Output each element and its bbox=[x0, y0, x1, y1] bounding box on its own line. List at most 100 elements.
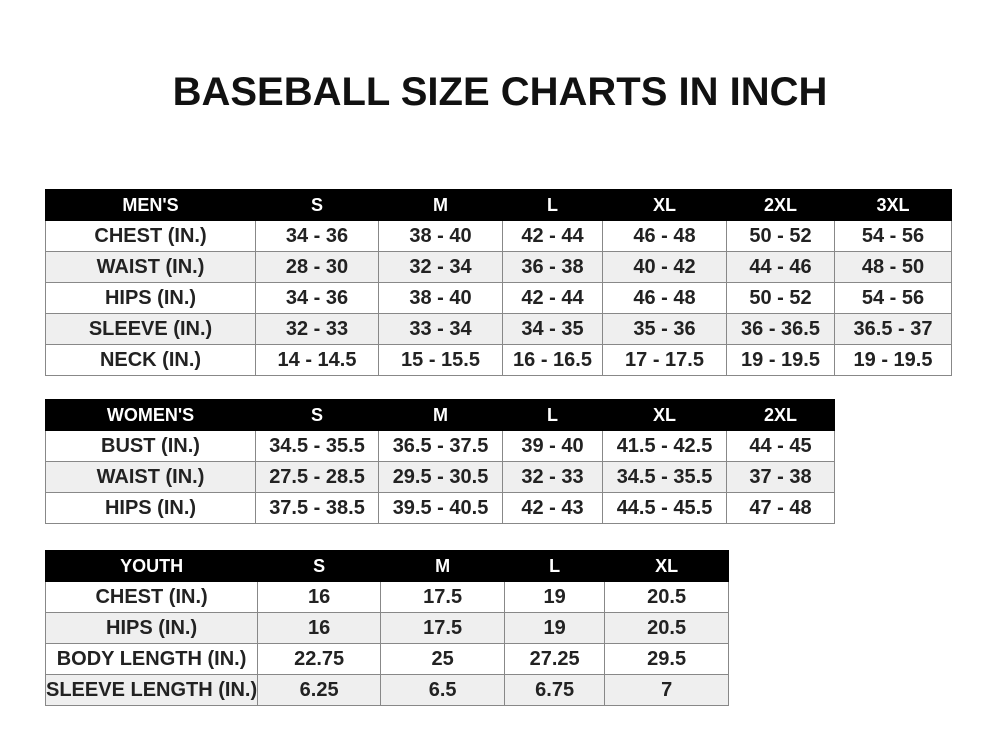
size-header: S bbox=[257, 550, 382, 582]
size-value: 36 - 36.5 bbox=[726, 313, 835, 345]
table-row: WAIST (IN.) 28 - 30 32 - 34 36 - 38 40 - 42 4… bbox=[45, 251, 952, 283]
size-value: 36.5 - 37 bbox=[834, 313, 952, 345]
measurement-label: BODY LENGTH (IN.) bbox=[44, 643, 259, 675]
size-value: 32 - 33 bbox=[502, 461, 603, 493]
size-value: 42 - 44 bbox=[502, 282, 603, 314]
size-value: 46 - 48 bbox=[602, 220, 727, 252]
size-value: 54 - 56 bbox=[834, 220, 952, 252]
size-value: 40 - 42 bbox=[602, 251, 727, 283]
size-value: 34 - 35 bbox=[502, 313, 603, 345]
table-row: HIPS (IN.) 34 - 36 38 - 40 42 - 44 46 - 48 50… bbox=[45, 282, 952, 314]
size-value: 47 - 48 bbox=[726, 492, 835, 524]
table-row: BUST (IN.) 34.5 - 35.5 36.5 - 37.5 39 - 40 4… bbox=[45, 430, 835, 462]
size-value: 16 bbox=[257, 612, 382, 644]
size-value: 27.25 bbox=[504, 643, 606, 675]
table-row: SLEEVE LENGTH (IN.) 6.25 6.5 6.75 7 bbox=[44, 674, 730, 706]
table-row: NECK (IN.) 14 - 14.5 15 - 15.5 16 - 16.5 17 … bbox=[45, 344, 952, 376]
header-row: MEN'S S M L XL 2XL 3XL bbox=[45, 189, 952, 221]
size-header: 2XL bbox=[726, 189, 835, 221]
size-value: 36 - 38 bbox=[502, 251, 603, 283]
measurement-label: HIPS (IN.) bbox=[45, 492, 256, 524]
size-value: 19 - 19.5 bbox=[726, 344, 835, 376]
measurement-label: SLEEVE LENGTH (IN.) bbox=[44, 674, 259, 706]
size-value: 34 - 36 bbox=[255, 282, 379, 314]
size-value: 20.5 bbox=[604, 612, 730, 644]
size-header: S bbox=[255, 189, 379, 221]
table-row: SLEEVE (IN.) 32 - 33 33 - 34 34 - 35 35 - 36… bbox=[45, 313, 952, 345]
measurement-label: SLEEVE (IN.) bbox=[45, 313, 256, 345]
size-value: 48 - 50 bbox=[834, 251, 952, 283]
size-value: 44.5 - 45.5 bbox=[602, 492, 727, 524]
table-row: WAIST (IN.) 27.5 - 28.5 29.5 - 30.5 32 - 33… bbox=[45, 461, 835, 493]
measurement-label: CHEST (IN.) bbox=[45, 220, 256, 252]
size-value: 32 - 33 bbox=[255, 313, 379, 345]
size-value: 35 - 36 bbox=[602, 313, 727, 345]
size-value: 32 - 34 bbox=[378, 251, 503, 283]
table-row: CHEST (IN.) 16 17.5 19 20.5 bbox=[44, 581, 730, 613]
size-value: 6.5 bbox=[380, 674, 506, 706]
size-value: 44 - 45 bbox=[726, 430, 835, 462]
size-header: XL bbox=[602, 399, 727, 431]
size-header: M bbox=[378, 399, 503, 431]
measurement-label: CHEST (IN.) bbox=[44, 581, 259, 613]
mens-size-table: MEN'S S M L XL 2XL 3XL CHEST (IN.) 34 - 36 38 - 4… bbox=[45, 189, 952, 376]
size-value: 34.5 - 35.5 bbox=[255, 430, 379, 462]
table-row: HIPS (IN.) 16 17.5 19 20.5 bbox=[44, 612, 730, 644]
youth-size-table: YOUTH S M L XL CHEST (IN.) 16 17.5 19 20.5 HIPS (I… bbox=[44, 550, 730, 706]
size-value: 19 bbox=[504, 581, 606, 613]
size-value: 16 - 16.5 bbox=[502, 344, 603, 376]
size-value: 50 - 52 bbox=[726, 282, 835, 314]
size-header: 2XL bbox=[726, 399, 835, 431]
size-value: 19 - 19.5 bbox=[834, 344, 952, 376]
size-value: 7 bbox=[604, 674, 730, 706]
womens-size-table: WOMEN'S S M L XL 2XL BUST (IN.) 34.5 - 35.5 36.5… bbox=[45, 399, 835, 524]
size-header: M bbox=[380, 550, 506, 582]
size-value: 17 - 17.5 bbox=[602, 344, 727, 376]
measurement-label: HIPS (IN.) bbox=[45, 282, 256, 314]
size-value: 46 - 48 bbox=[602, 282, 727, 314]
size-value: 20.5 bbox=[604, 581, 730, 613]
size-value: 33 - 34 bbox=[378, 313, 503, 345]
table-row: HIPS (IN.) 37.5 - 38.5 39.5 - 40.5 42 - 43 4… bbox=[45, 492, 835, 524]
size-value: 38 - 40 bbox=[378, 220, 503, 252]
measurement-label: HIPS (IN.) bbox=[44, 612, 259, 644]
size-value: 14 - 14.5 bbox=[255, 344, 379, 376]
table-row: CHEST (IN.) 34 - 36 38 - 40 42 - 44 46 - 48 5… bbox=[45, 220, 952, 252]
size-value: 28 - 30 bbox=[255, 251, 379, 283]
size-value: 39 - 40 bbox=[502, 430, 603, 462]
category-header: MEN'S bbox=[45, 189, 256, 221]
size-value: 54 - 56 bbox=[834, 282, 952, 314]
size-value: 36.5 - 37.5 bbox=[378, 430, 503, 462]
size-value: 50 - 52 bbox=[726, 220, 835, 252]
page-title: BASEBALL SIZE CHARTS IN INCH bbox=[172, 70, 828, 114]
category-header: YOUTH bbox=[44, 550, 259, 582]
size-header: L bbox=[504, 550, 606, 582]
measurement-label: BUST (IN.) bbox=[45, 430, 256, 462]
size-value: 29.5 bbox=[604, 643, 730, 675]
size-header: XL bbox=[602, 189, 727, 221]
size-header: 3XL bbox=[834, 189, 952, 221]
size-header: XL bbox=[604, 550, 730, 582]
size-value: 34 - 36 bbox=[255, 220, 379, 252]
size-value: 39.5 - 40.5 bbox=[378, 492, 503, 524]
size-value: 17.5 bbox=[380, 612, 506, 644]
measurement-label: WAIST (IN.) bbox=[45, 461, 256, 493]
size-value: 34.5 - 35.5 bbox=[602, 461, 727, 493]
header-row: YOUTH S M L XL bbox=[44, 550, 730, 582]
size-value: 37 - 38 bbox=[726, 461, 835, 493]
size-value: 41.5 - 42.5 bbox=[602, 430, 727, 462]
size-value: 42 - 43 bbox=[502, 492, 603, 524]
size-value: 6.25 bbox=[257, 674, 382, 706]
size-header: M bbox=[378, 189, 503, 221]
category-header: WOMEN'S bbox=[45, 399, 256, 431]
size-header: S bbox=[255, 399, 379, 431]
size-value: 27.5 - 28.5 bbox=[255, 461, 379, 493]
size-value: 29.5 - 30.5 bbox=[378, 461, 503, 493]
header-row: WOMEN'S S M L XL 2XL bbox=[45, 399, 835, 431]
size-header: L bbox=[502, 399, 603, 431]
table-row: BODY LENGTH (IN.) 22.75 25 27.25 29.5 bbox=[44, 643, 730, 675]
size-value: 25 bbox=[380, 643, 506, 675]
size-value: 17.5 bbox=[380, 581, 506, 613]
measurement-label: WAIST (IN.) bbox=[45, 251, 256, 283]
size-header: L bbox=[502, 189, 603, 221]
